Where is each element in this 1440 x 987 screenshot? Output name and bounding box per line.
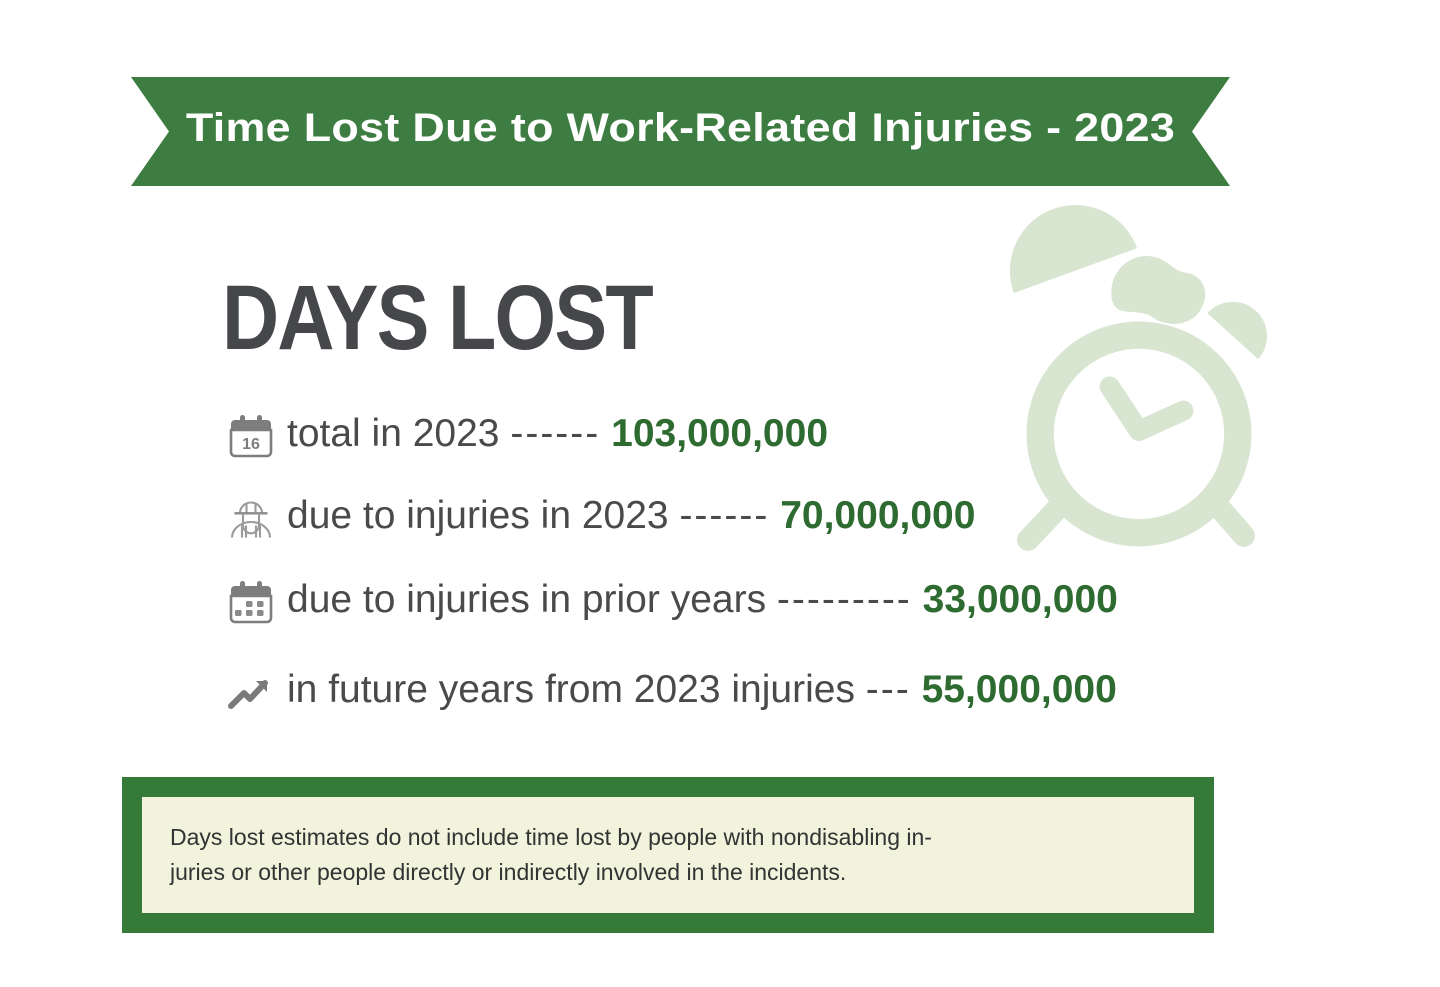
svg-text:16: 16 — [242, 436, 260, 453]
